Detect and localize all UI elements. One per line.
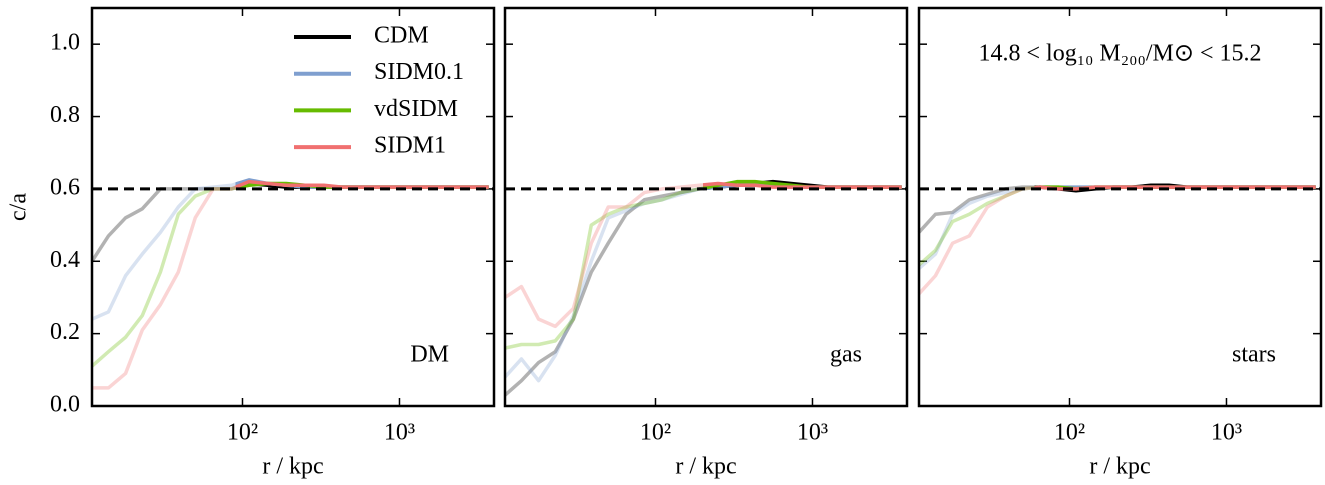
legend-label: SIDM1 bbox=[374, 133, 446, 159]
legend-label: SIDM0.1 bbox=[374, 59, 464, 85]
x-tick-label: 10³ bbox=[1211, 420, 1242, 446]
legend-label: CDM bbox=[374, 23, 429, 49]
y-tick-label: 0.2 bbox=[50, 319, 80, 345]
legend-label: vdSIDM bbox=[374, 96, 458, 122]
panel-label: DM bbox=[410, 342, 449, 368]
panel-label: gas bbox=[830, 342, 862, 368]
y-axis-label: c/a bbox=[6, 193, 32, 221]
data-line bbox=[917, 185, 1316, 270]
data-line bbox=[917, 185, 1316, 296]
x-tick-label: 10³ bbox=[384, 420, 415, 446]
y-tick-label: 1.0 bbox=[50, 30, 80, 56]
x-tick-label: 10² bbox=[1054, 420, 1085, 446]
data-line bbox=[504, 179, 902, 350]
plot-frame bbox=[90, 6, 496, 408]
x-axis-label: r / kpc bbox=[1089, 454, 1150, 480]
data-line bbox=[90, 181, 489, 368]
x-axis-label: r / kpc bbox=[675, 454, 736, 480]
y-tick-label: 0.8 bbox=[50, 102, 80, 128]
plot-frame bbox=[917, 6, 1323, 408]
y-tick-label: 0.6 bbox=[50, 174, 80, 200]
plot-frame bbox=[503, 6, 909, 408]
x-axis-label: r / kpc bbox=[262, 454, 323, 480]
x-tick-label: 10³ bbox=[797, 420, 828, 446]
x-tick-label: 10² bbox=[640, 420, 671, 446]
data-line bbox=[90, 181, 489, 263]
x-tick-label: 10² bbox=[227, 420, 258, 446]
y-tick-label: 0.4 bbox=[50, 247, 80, 273]
annotation: 14.8 < log₁₀ M₂₀₀/M⊙ < 15.2 bbox=[978, 41, 1261, 67]
panel-label: stars bbox=[1232, 342, 1276, 368]
data-line bbox=[504, 181, 902, 329]
data-line bbox=[92, 179, 489, 390]
y-tick-label: 0.0 bbox=[50, 392, 80, 418]
